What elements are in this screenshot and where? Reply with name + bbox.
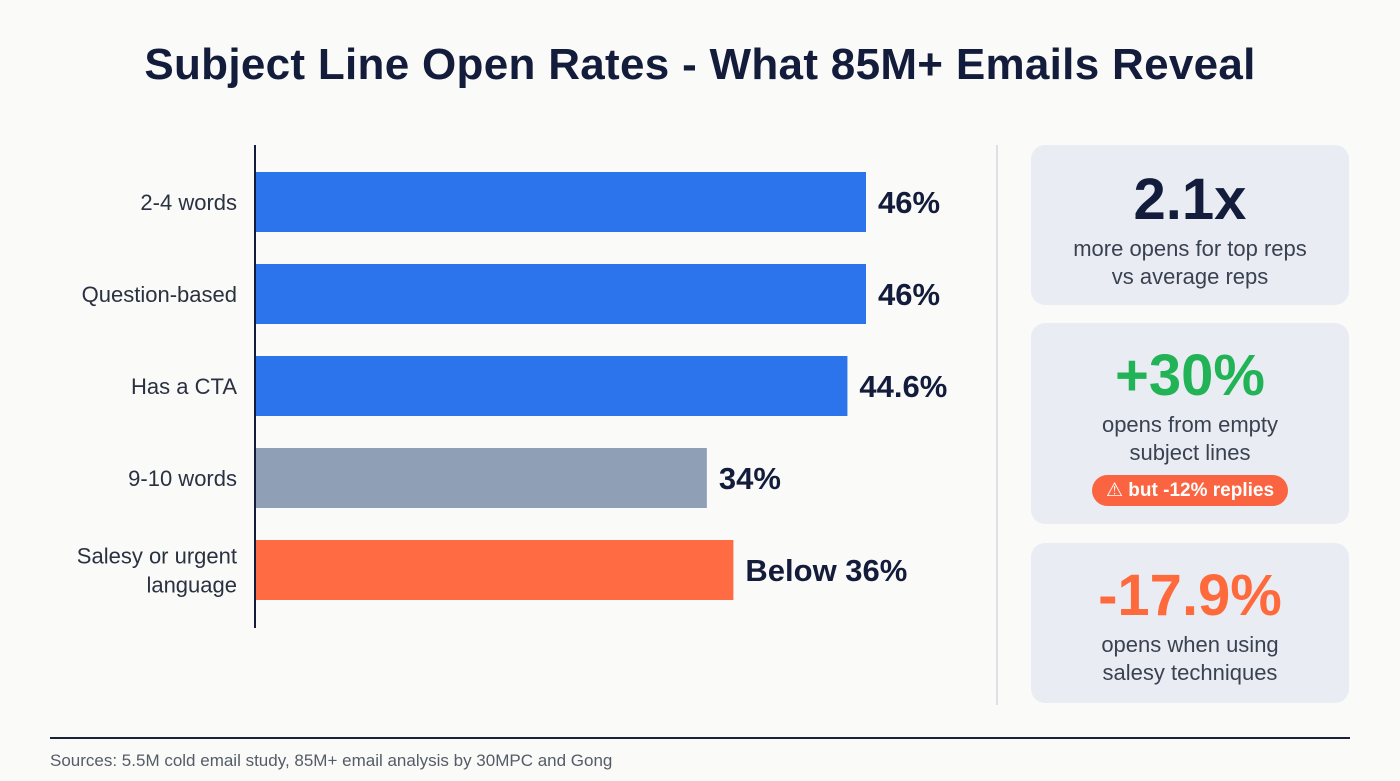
stat-card-empty-subject: +30% opens from empty subject lines ⚠ bu… [1031, 323, 1349, 524]
footer-divider [50, 737, 1350, 739]
bar [256, 448, 707, 508]
category-label: language [146, 573, 237, 598]
bar [256, 172, 866, 232]
warning-badge: ⚠ but -12% replies [1091, 475, 1289, 506]
bar [256, 540, 734, 600]
stat-value: +30% [1115, 343, 1265, 408]
stat-value: 2.1x [1133, 167, 1247, 232]
stat-value: -17.9% [1098, 563, 1282, 628]
stat-desc-line: vs average reps [1111, 264, 1269, 289]
stat-desc-line: opens from empty [1101, 412, 1279, 437]
stat-desc-line: salesy techniques [1102, 660, 1278, 685]
warning-triangle-icon: ⚠ [1105, 480, 1124, 501]
stat-card-top-reps: 2.1x more opens for top reps vs average … [1031, 145, 1349, 305]
category-label: 9-10 words [128, 466, 237, 491]
bar [256, 264, 866, 324]
data-label: 34% [719, 461, 781, 496]
bar-chart: 2-4 words 46% Question-based 46% Has a CTA 44… [77, 145, 947, 628]
stat-desc-line: subject lines [1129, 440, 1251, 465]
stat-desc-line: opens when using [1101, 632, 1279, 657]
bar [256, 356, 848, 416]
category-label: Has a CTA [131, 374, 237, 399]
data-label: 44.6% [859, 369, 947, 404]
warning-text: but -12% replies [1128, 480, 1275, 501]
data-label: 46% [878, 277, 940, 312]
data-label: Below 36% [745, 553, 907, 588]
category-label: Question-based [82, 282, 237, 307]
data-label: 46% [878, 185, 940, 220]
divider [996, 145, 998, 705]
category-label: 2-4 words [140, 190, 237, 215]
category-label: Salesy or urgent [77, 544, 237, 569]
chart-title: Subject Line Open Rates - What 85M+ Emai… [144, 40, 1256, 89]
source-note: Sources: 5.5M cold email study, 85M+ ema… [50, 751, 613, 770]
stat-desc-line: more opens for top reps [1073, 236, 1307, 261]
stat-card-salesy: -17.9% opens when using salesy technique… [1031, 543, 1349, 703]
